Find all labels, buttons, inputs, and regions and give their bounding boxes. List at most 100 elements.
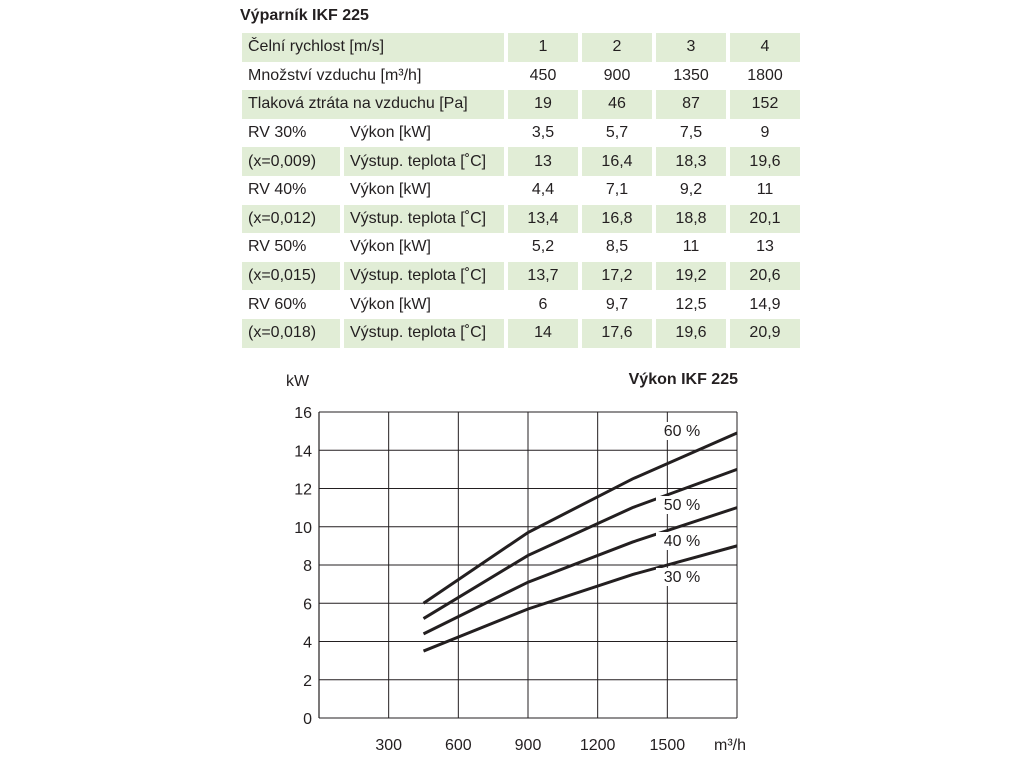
table-cell: 11 — [756, 181, 774, 199]
row-label: Výkon [kW] — [350, 295, 431, 313]
table-cell: 13 — [756, 238, 774, 256]
table-cell: 14,9 — [749, 295, 781, 313]
table-cell: 16,4 — [582, 147, 652, 176]
table-cell: 8,5 — [605, 238, 629, 256]
table-cell: 16,8 — [582, 204, 652, 234]
table-cell: 19,2 — [656, 261, 726, 291]
table-cell: 87 — [656, 90, 726, 119]
y-tick-label: 14 — [294, 443, 312, 460]
row-label: Výkon [kW] — [350, 124, 431, 142]
table-cell: 18,8 — [656, 204, 726, 234]
table-cell: 9 — [760, 124, 770, 142]
series-line-30 — [422, 544, 738, 653]
row-condition: (x=0,012) — [242, 204, 340, 234]
y-tick-label: 10 — [294, 520, 312, 537]
table-row: (x=0,012) Výstup. teplota [˚C] 13,4 16,8 18,… — [242, 204, 800, 234]
table-cell: 1 — [508, 33, 578, 62]
table-row: (x=0,009) Výstup. teplota [˚C] 13 16,4 18,3 1… — [242, 147, 800, 176]
y-tick-label: 6 — [303, 596, 312, 613]
table-cell: 9,2 — [679, 181, 703, 199]
table-cell: 12,5 — [675, 295, 707, 313]
series-line-60 — [422, 431, 738, 605]
table-cell: 17,2 — [582, 261, 652, 291]
y-axis-label: kW — [286, 373, 310, 390]
table-cell: 20,1 — [730, 204, 800, 234]
table-cell: 900 — [603, 66, 631, 84]
table-cell: 19,6 — [730, 147, 800, 176]
table-cell: 7,1 — [605, 181, 629, 199]
series-label: 30 % — [664, 569, 700, 586]
x-axis-label: m³/h — [714, 737, 746, 754]
row-label: Výkon [kW] — [350, 238, 431, 256]
table-cell: 5,7 — [605, 124, 629, 142]
x-tick-label: 1200 — [580, 737, 616, 754]
table-cell: 3 — [656, 33, 726, 62]
row-label: Tlaková ztráta na vzduchu [Pa] — [242, 90, 504, 119]
table-cell: 19,6 — [656, 318, 726, 348]
table-cell: 13,4 — [508, 204, 578, 234]
series-label-bg — [656, 532, 708, 550]
x-tick-label: 1500 — [650, 737, 686, 754]
x-tick-label: 600 — [445, 737, 472, 754]
table-row: RV 40% Výkon [kW] 4,4 7,1 9,2 11 — [242, 176, 800, 205]
table-cell: 13 — [508, 147, 578, 176]
row-condition: RV 60% — [248, 295, 307, 313]
table-cell: 3,5 — [531, 124, 555, 142]
table-cell: 152 — [730, 90, 800, 119]
x-tick-label: 900 — [515, 737, 542, 754]
x-tick-label: 300 — [375, 737, 402, 754]
table-cell: 2 — [582, 33, 652, 62]
table-row: RV 30% Výkon [kW] 3,5 5,7 7,5 9 — [242, 119, 800, 148]
table-row: RV 60% Výkon [kW] 6 9,7 12,5 14,9 — [242, 290, 800, 319]
table-cell: 450 — [529, 66, 557, 84]
table-cell: 20,6 — [730, 261, 800, 291]
row-label: Čelní rychlost [m/s] — [242, 33, 504, 62]
table-row: Tlaková ztráta na vzduchu [Pa] 19 46 87 152 — [242, 90, 800, 119]
y-tick-label: 8 — [303, 558, 312, 575]
series-label-bg — [656, 568, 708, 586]
row-condition: (x=0,009) — [242, 147, 340, 176]
y-tick-label: 4 — [303, 635, 312, 652]
table-cell: 20,9 — [730, 318, 800, 348]
series-label-bg — [656, 496, 708, 514]
row-label: Výkon [kW] — [350, 181, 431, 199]
table-cell: 7,5 — [679, 124, 703, 142]
series-line-50 — [422, 467, 738, 620]
table-row: RV 50% Výkon [kW] 5,2 8,5 11 13 — [242, 233, 800, 262]
table-cell: 11 — [682, 238, 700, 256]
y-tick-label: 0 — [303, 711, 312, 728]
table-row: Čelní rychlost [m/s] 1 2 3 4 — [242, 33, 800, 62]
row-condition: RV 40% — [248, 181, 307, 199]
chart-title: Výkon IKF 225 — [629, 371, 738, 388]
series-label: 50 % — [664, 497, 700, 514]
y-tick-label: 12 — [294, 482, 312, 499]
series-label-bg — [656, 422, 708, 440]
series-line-40 — [422, 506, 738, 636]
row-condition: RV 50% — [248, 238, 307, 256]
table-row: Množství vzduchu [m³/h] 450 900 1350 1800 — [242, 62, 800, 91]
table-cell: 4 — [730, 33, 800, 62]
table-cell: 5,2 — [531, 238, 555, 256]
table-cell: 1350 — [673, 66, 709, 84]
table-cell: 18,3 — [656, 147, 726, 176]
table-cell: 6 — [538, 295, 548, 313]
row-label: Výstup. teplota [˚C] — [344, 147, 504, 176]
row-condition: (x=0,018) — [242, 318, 340, 348]
table-row: (x=0,015) Výstup. teplota [˚C] 13,7 17,2 19,… — [242, 261, 800, 291]
row-label: Výstup. teplota [˚C] — [344, 261, 504, 291]
table-row: (x=0,018) Výstup. teplota [˚C] 14 17,6 19,6 2… — [242, 318, 800, 348]
table-cell: 1800 — [747, 66, 783, 84]
row-label: Výstup. teplota [˚C] — [344, 204, 504, 234]
table-cell: 46 — [582, 90, 652, 119]
table-cell: 19 — [508, 90, 578, 119]
table-cell: 4,4 — [531, 181, 555, 199]
y-tick-label: 16 — [294, 405, 312, 422]
series-label: 40 % — [664, 533, 700, 550]
series-label: 60 % — [664, 423, 700, 440]
table-cell: 14 — [508, 318, 578, 348]
table-cell: 9,7 — [605, 295, 629, 313]
row-label: Množství vzduchu [m³/h] — [248, 66, 422, 84]
table-cell: 17,6 — [582, 318, 652, 348]
table-title: Výparník IKF 225 — [240, 7, 369, 24]
